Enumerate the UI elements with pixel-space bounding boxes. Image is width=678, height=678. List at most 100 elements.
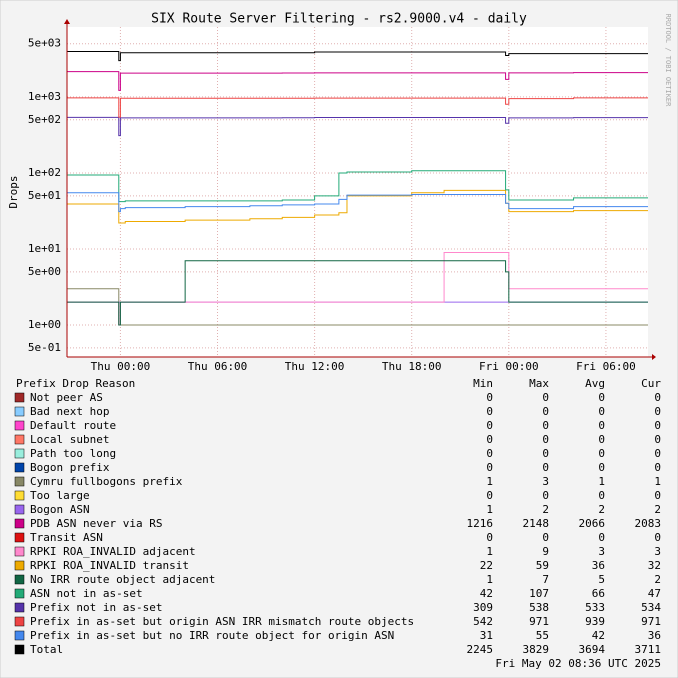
- legend-swatch: [14, 532, 25, 543]
- legend-stat: 1: [486, 545, 493, 558]
- x-tick-label: Fri 00:00: [479, 360, 539, 373]
- legend-stat: 0: [654, 531, 661, 544]
- legend-stat: 1216: [467, 517, 494, 530]
- legend-stat: 0: [486, 391, 493, 404]
- legend-label: Bad next hop: [30, 405, 109, 418]
- plot-area: [67, 27, 648, 357]
- legend-stat: 0: [542, 461, 549, 474]
- legend-stat: 36: [648, 629, 661, 642]
- series-line: [67, 170, 648, 203]
- legend-stat: 0: [654, 391, 661, 404]
- legend-stat: 533: [585, 601, 605, 614]
- legend-stat: 2: [598, 503, 605, 516]
- legend-stat: 3694: [579, 643, 606, 656]
- legend-stat: 66: [592, 587, 605, 600]
- legend-swatch: [14, 448, 25, 459]
- legend-swatch: [14, 406, 25, 417]
- y-tick-label: 1e+03: [28, 90, 61, 103]
- x-tick-label: Thu 18:00: [382, 360, 442, 373]
- legend-stat: 9: [542, 545, 549, 558]
- legend-label: PDB ASN never via RS: [30, 517, 162, 530]
- legend-stat: 31: [480, 629, 493, 642]
- legend-stat: 971: [641, 615, 661, 628]
- legend: Prefix Drop Reason Min Max Avg Cur Not peer A…: [14, 377, 662, 656]
- legend-stat: 3: [598, 545, 605, 558]
- legend-swatch: [14, 616, 25, 627]
- legend-stat: 0: [486, 489, 493, 502]
- legend-label: RPKI ROA_INVALID transit: [30, 559, 189, 572]
- series-line: [67, 192, 648, 213]
- y-tick-label: 5e+00: [28, 265, 61, 278]
- x-tick-label: Thu 00:00: [91, 360, 151, 373]
- legend-stat: 0: [598, 405, 605, 418]
- legend-stat: 0: [486, 405, 493, 418]
- legend-stat: 3711: [635, 643, 662, 656]
- legend-label: Too large: [30, 489, 90, 502]
- legend-swatch: [14, 392, 25, 403]
- legend-header: Prefix Drop Reason: [16, 377, 135, 390]
- legend-stat: 0: [542, 405, 549, 418]
- legend-stat: 47: [648, 587, 661, 600]
- legend-stat: 1: [486, 573, 493, 586]
- legend-stat: 55: [536, 629, 549, 642]
- legend-stat: 1: [486, 503, 493, 516]
- legend-label: No IRR route object adjacent: [30, 573, 215, 586]
- y-tick-label: 5e+01: [28, 189, 61, 202]
- legend-stat: 0: [598, 489, 605, 502]
- chart-title: SIX Route Server Filtering - rs2.9000.v4…: [151, 12, 527, 27]
- legend-stat: 32: [648, 559, 661, 572]
- legend-swatch: [14, 560, 25, 571]
- legend-stat: 0: [598, 391, 605, 404]
- legend-stat: 0: [542, 489, 549, 502]
- legend-stat: 42: [592, 629, 605, 642]
- legend-label: RPKI ROA_INVALID adjacent: [30, 545, 196, 558]
- y-tick-label: 5e+03: [28, 37, 61, 50]
- legend-label: ASN not in as-set: [30, 587, 143, 600]
- watermark: RRDTOOL / TOBI OETIKER: [664, 14, 672, 108]
- legend-stat: 0: [654, 433, 661, 446]
- x-arrow: [652, 354, 656, 360]
- legend-stat: 1: [598, 475, 605, 488]
- legend-stat: 0: [654, 489, 661, 502]
- legend-stat: 5: [598, 573, 605, 586]
- y-tick-label: 5e+02: [28, 113, 61, 126]
- legend-stat: 0: [654, 419, 661, 432]
- legend-stat: 42: [480, 587, 493, 600]
- legend-stat: 0: [654, 461, 661, 474]
- legend-stat: 2: [654, 503, 661, 516]
- legend-stat: 1: [486, 475, 493, 488]
- legend-swatch: [14, 420, 25, 431]
- legend-stat: 2: [542, 503, 549, 516]
- legend-stat: 7: [542, 573, 549, 586]
- series-line: [67, 260, 648, 326]
- legend-stat: 0: [598, 433, 605, 446]
- legend-stat: 2148: [523, 517, 550, 530]
- legend-swatch: [14, 434, 25, 445]
- legend-stat: 59: [536, 559, 549, 572]
- legend-swatch: [14, 644, 25, 655]
- footer: Fri May 02 08:36 UTC 2025: [495, 657, 661, 670]
- y-tick-label: 1e+01: [28, 242, 61, 255]
- legend-label: Default route: [30, 419, 116, 432]
- legend-stat: 309: [473, 601, 493, 614]
- legend-stat: 0: [542, 419, 549, 432]
- x-tick-label: Thu 06:00: [188, 360, 248, 373]
- legend-label: Bogon prefix: [30, 461, 110, 474]
- legend-stat: 3829: [523, 643, 550, 656]
- legend-stat: 0: [486, 461, 493, 474]
- legend-stat: 0: [542, 391, 549, 404]
- lines: [67, 51, 648, 326]
- legend-label: Prefix not in as-set: [30, 601, 162, 614]
- legend-stat: 0: [598, 447, 605, 460]
- legend-stat: 538: [529, 601, 549, 614]
- legend-stat: 3: [542, 475, 549, 488]
- legend-stat: 0: [598, 461, 605, 474]
- legend-swatch: [14, 490, 25, 501]
- x-tick-label: Fri 06:00: [576, 360, 636, 373]
- legend-stat: 2: [654, 573, 661, 586]
- series-line: [67, 97, 648, 118]
- y-arrow: [64, 19, 70, 24]
- legend-label: Path too long: [30, 447, 116, 460]
- legend-header: Min: [473, 377, 493, 390]
